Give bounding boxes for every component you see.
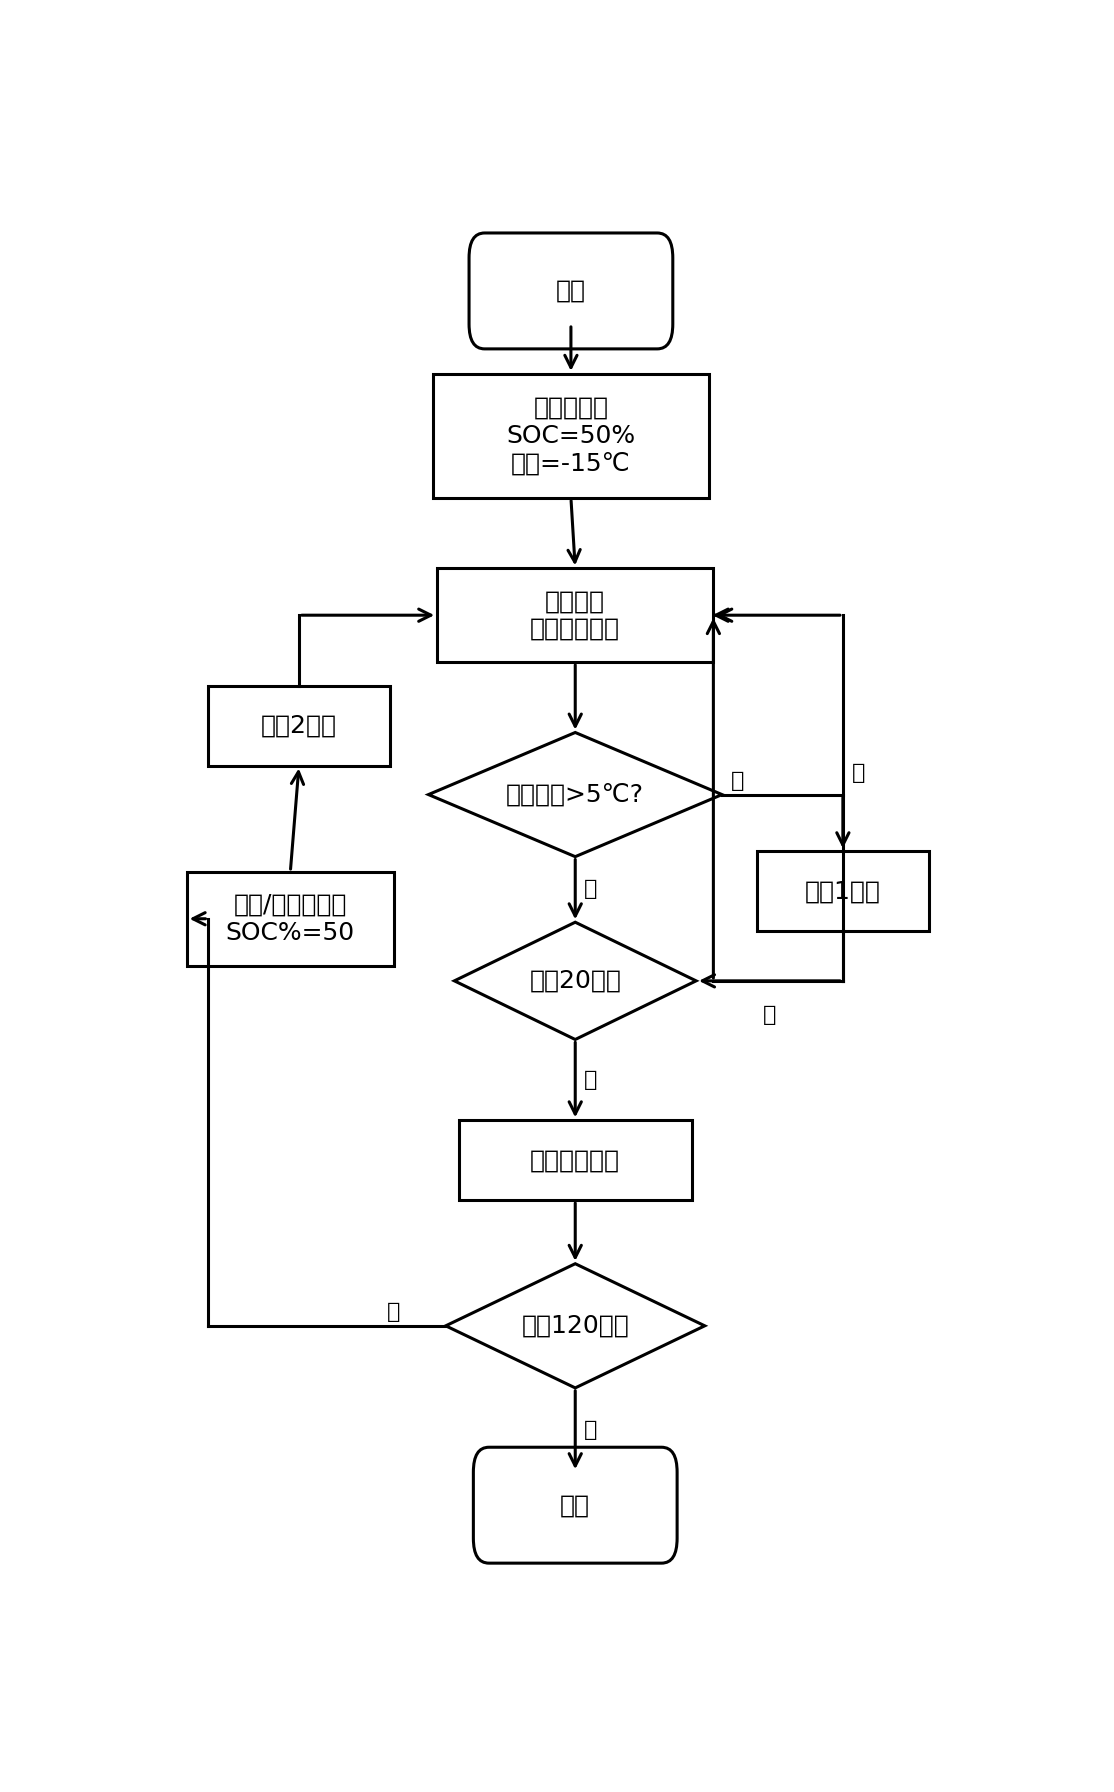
Text: 是: 是 <box>584 1070 597 1090</box>
Text: 否: 否 <box>851 763 864 783</box>
Text: 搁置2小时: 搁置2小时 <box>261 713 336 738</box>
Polygon shape <box>429 733 722 857</box>
Bar <box>459 1120 692 1201</box>
Text: 电池温度>5℃?: 电池温度>5℃? <box>506 783 644 806</box>
Polygon shape <box>455 923 696 1039</box>
Text: 充电/放电使电池
SOC%=50: 充电/放电使电池 SOC%=50 <box>226 892 355 944</box>
Text: 模型计算
电流输出预热: 模型计算 电流输出预热 <box>530 590 620 642</box>
Text: 否: 否 <box>388 1303 401 1322</box>
Text: 加热20次？: 加热20次？ <box>529 969 622 993</box>
Text: 加热120次？: 加热120次？ <box>521 1314 629 1339</box>
Text: 结束: 结束 <box>560 1493 590 1518</box>
FancyBboxPatch shape <box>469 233 673 349</box>
Bar <box>208 686 390 765</box>
Text: 是: 是 <box>584 1419 597 1441</box>
Text: 否: 否 <box>731 771 744 790</box>
Bar <box>187 873 394 966</box>
Text: 电池容量测试: 电池容量测试 <box>530 1149 620 1172</box>
Bar <box>437 568 713 661</box>
Polygon shape <box>446 1263 705 1387</box>
Text: 搁置1小时: 搁置1小时 <box>805 880 881 903</box>
Bar <box>756 851 929 932</box>
Text: 是: 是 <box>584 880 597 900</box>
Text: 开始: 开始 <box>556 280 586 303</box>
Text: 初始条件：
SOC=50%
温度=-15℃: 初始条件： SOC=50% 温度=-15℃ <box>507 396 635 475</box>
Bar <box>432 375 709 498</box>
Text: 否: 否 <box>763 1005 776 1025</box>
FancyBboxPatch shape <box>473 1448 677 1563</box>
